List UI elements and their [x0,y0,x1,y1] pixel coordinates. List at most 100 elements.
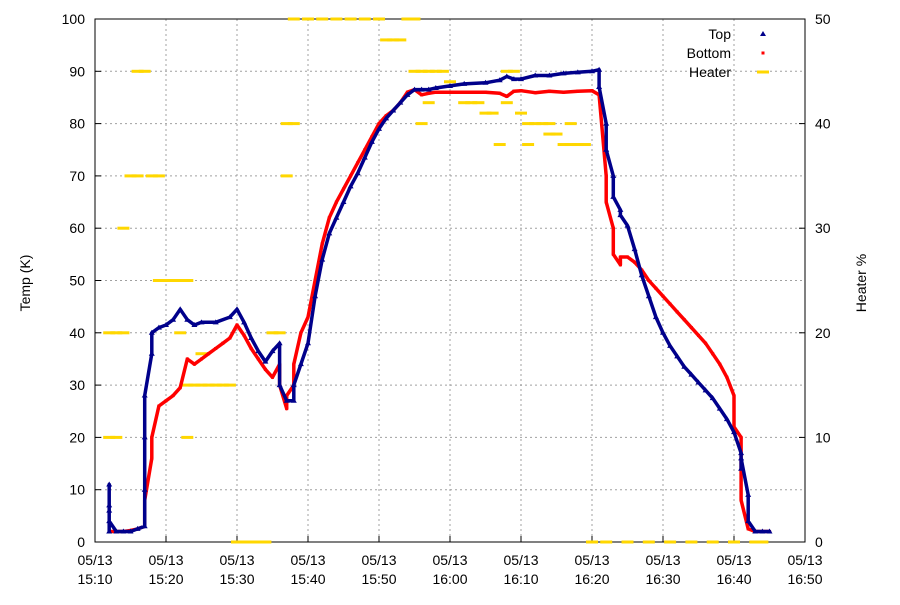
series-top [106,66,773,534]
data-point-top [212,319,219,325]
data-point-bottom [498,91,502,95]
data-point-top [638,272,645,278]
data-point-top [660,329,666,335]
data-point-heater [145,174,158,178]
data-point-top [617,206,624,212]
data-point-heater [387,38,400,42]
axis-ticks: 0 10 20 30 40 50 60 70 80 90 100 0 10 20 30 40 50 05/13 15… [62,11,831,587]
data-point-heater [174,331,187,335]
data-point-heater [415,122,428,126]
series-bottom [107,87,772,534]
data-point-heater [373,17,385,21]
data-point-top [447,82,453,88]
data-point-bottom [150,435,154,439]
data-point-heater [181,435,194,439]
data-point-heater [422,69,435,73]
data-point-top [510,76,517,82]
y-tick-label: 0 [77,534,85,550]
legend-label-bottom: Bottom [687,45,731,61]
data-point-heater [394,38,407,42]
data-point-heater [706,540,719,544]
x-tick-time-label: 16:00 [432,571,467,587]
y-tick-label: 30 [69,377,85,393]
data-point-bottom [370,135,374,139]
data-point-heater [152,174,165,178]
data-point-top [155,324,162,330]
data-point-top [709,395,716,401]
data-point-bottom [285,394,289,398]
data-point-heater [117,331,130,335]
data-point-top [624,222,631,228]
data-point-heater [621,540,634,544]
data-point-bottom [647,279,651,282]
data-point-bottom [356,161,360,165]
data-point-heater [252,540,265,544]
data-point-bottom [192,362,196,366]
data-point-heater [181,279,194,282]
x-tick-date-label: 05/13 [716,552,751,568]
data-point-bottom [292,362,296,366]
x-tick-time-label: 16:10 [503,571,538,587]
data-point-top [376,125,382,131]
data-point-top [283,397,290,403]
data-point-bottom [420,93,424,97]
data-point-bottom [349,174,353,178]
data-point-top [383,115,390,121]
data-point-heater [330,17,343,21]
data-point-top [603,146,610,152]
data-point-bottom [725,375,729,379]
y2-axis-label: Heater % [853,254,869,312]
data-point-bottom [704,341,708,345]
y2-tick-label: 50 [815,11,831,27]
data-point-heater [160,279,172,282]
data-point-heater [586,540,598,544]
data-point-bottom [150,456,154,460]
data-layer [103,17,773,544]
data-point-top [503,73,510,79]
data-point-heater [188,383,201,387]
data-point-bottom [228,336,232,340]
data-point-bottom [377,122,381,126]
data-point-heater [749,540,762,544]
data-point-top [596,83,603,89]
data-point-bottom [732,394,736,398]
data-point-heater [408,17,421,21]
y2-tick-label: 20 [815,325,831,341]
data-point-top [297,361,304,367]
data-point-bottom [221,341,225,345]
data-point-top [716,405,723,411]
data-point-top [518,76,524,82]
data-point-heater [429,69,442,73]
data-point-top [560,70,567,76]
data-point-bottom [711,352,715,356]
data-point-heater [536,122,549,126]
y2-tick-label: 10 [815,429,831,445]
data-point-top [134,525,141,531]
data-point-heater [515,111,527,115]
data-point-bottom [654,286,658,290]
data-point-heater [266,331,279,335]
data-point-top [141,392,148,398]
data-point-heater [131,174,144,178]
data-point-bottom [462,90,466,94]
data-point-top [617,212,624,218]
data-point-bottom [547,89,551,93]
data-point-bottom [675,310,679,314]
data-point-bottom [633,260,637,264]
series-top-trace [107,67,772,534]
data-point-heater [209,383,222,387]
data-point-heater [486,111,499,115]
data-point-heater [103,331,116,335]
data-point-bottom [618,263,622,267]
y-tick-label: 50 [69,273,85,289]
data-point-bottom [256,357,260,361]
data-point-heater [131,69,144,73]
data-point-top [106,507,113,513]
data-point-bottom [178,386,182,390]
data-point-top [106,518,113,524]
data-point-heater [444,80,456,84]
data-point-top [312,293,319,299]
legend-label-heater: Heater [689,64,731,80]
y-tick-label: 90 [69,63,85,79]
data-point-heater [550,132,563,136]
